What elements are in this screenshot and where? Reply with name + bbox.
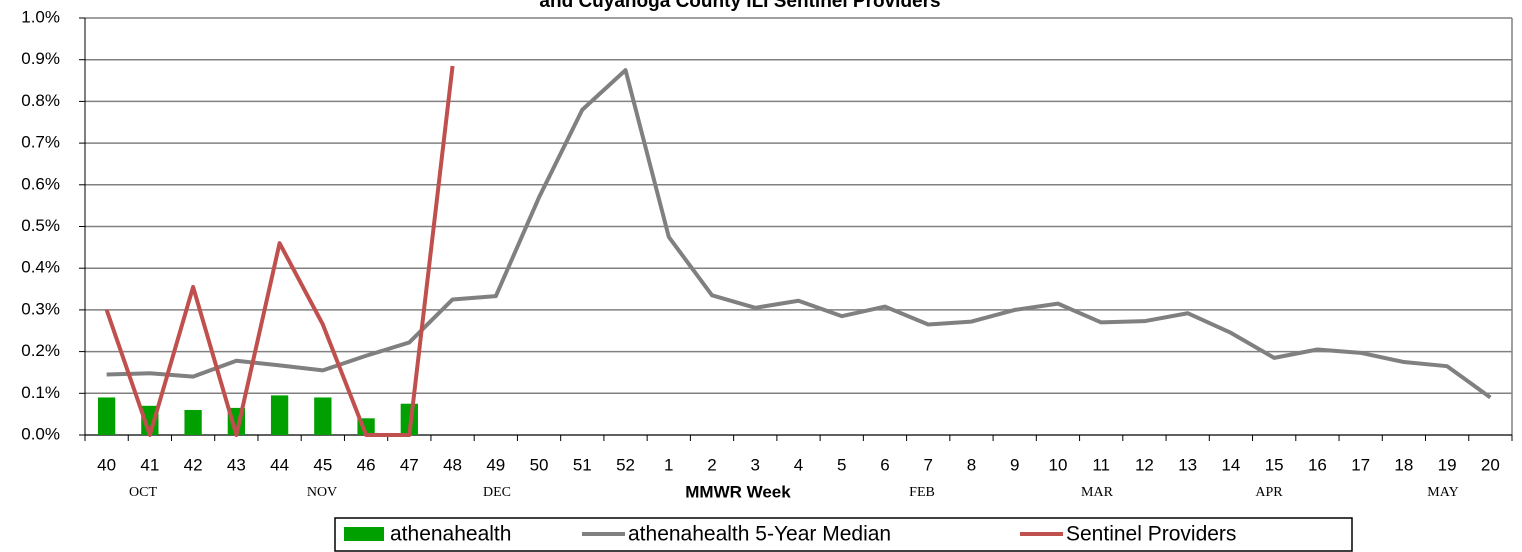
y-tick-label: 0.1% <box>21 383 60 402</box>
month-label: APR <box>1255 485 1283 500</box>
month-label: MAR <box>1081 485 1114 500</box>
x-tick-label: 17 <box>1351 455 1370 474</box>
x-tick-label: 5 <box>837 455 846 474</box>
y-tick-label: 1.0% <box>21 7 60 26</box>
bar <box>314 397 332 435</box>
chart-title: and Cuyahoga County ILI Sentinel Provide… <box>539 0 940 12</box>
x-tick-label: 52 <box>616 455 635 474</box>
month-label: FEB <box>909 485 935 500</box>
x-tick-label: 6 <box>880 455 889 474</box>
month-label: DEC <box>483 485 511 500</box>
x-tick-label: 44 <box>270 455 289 474</box>
month-label: MAY <box>1427 485 1458 500</box>
x-tick-label: 10 <box>1048 455 1067 474</box>
x-tick-label: 2 <box>707 455 716 474</box>
y-tick-label: 0.5% <box>21 216 60 235</box>
x-tick-label: 49 <box>486 455 505 474</box>
y-tick-label: 0.8% <box>21 91 60 110</box>
legend-label: Sentinel Providers <box>1066 523 1236 546</box>
y-tick-label: 0.3% <box>21 299 60 318</box>
y-tick-label: 0.0% <box>21 424 60 443</box>
x-tick-label: 48 <box>443 455 462 474</box>
x-tick-label: 46 <box>357 455 376 474</box>
x-tick-label: 13 <box>1178 455 1197 474</box>
x-tick-label: 16 <box>1308 455 1327 474</box>
x-tick-label: 7 <box>923 455 932 474</box>
x-tick-label: 12 <box>1135 455 1154 474</box>
y-tick-label: 0.2% <box>21 341 60 360</box>
x-tick-label: 43 <box>227 455 246 474</box>
x-tick-label: 42 <box>184 455 203 474</box>
legend-label: athenahealth <box>390 523 511 546</box>
y-tick-label: 0.7% <box>21 133 60 152</box>
month-label: NOV <box>307 485 337 500</box>
legend-label: athenahealth 5-Year Median <box>628 523 891 546</box>
x-tick-label: 51 <box>573 455 592 474</box>
line <box>106 68 1492 400</box>
x-tick-label: 14 <box>1221 455 1240 474</box>
legend-box <box>334 517 1353 552</box>
month-label: OCT <box>129 485 157 500</box>
y-tick-label: 0.9% <box>21 49 60 68</box>
x-tick-label: 40 <box>97 455 116 474</box>
bar <box>97 397 116 435</box>
x-tick-label: 15 <box>1265 455 1284 474</box>
x-tick-label: 20 <box>1481 455 1500 474</box>
x-tick-label: 4 <box>794 455 803 474</box>
x-tick-label: 50 <box>530 455 549 474</box>
x-tick-label: 19 <box>1438 455 1457 474</box>
x-tick-label: 41 <box>140 455 159 474</box>
x-tick-label: 1 <box>664 455 673 474</box>
x-tick-label: 47 <box>400 455 419 474</box>
legend-swatch <box>344 527 384 541</box>
x-tick-label: 45 <box>313 455 332 474</box>
x-tick-label: 8 <box>967 455 976 474</box>
x-tick-label: 9 <box>1010 455 1019 474</box>
x-axis-title: MMWR Week <box>685 482 791 501</box>
x-tick-label: 18 <box>1394 455 1413 474</box>
x-tick-label: 3 <box>751 455 760 474</box>
x-tick-label: 11 <box>1092 455 1110 474</box>
bar <box>184 409 202 435</box>
bar <box>270 395 289 435</box>
y-tick-label: 0.4% <box>21 258 60 277</box>
line <box>104 65 455 437</box>
y-tick-label: 0.6% <box>21 174 60 193</box>
